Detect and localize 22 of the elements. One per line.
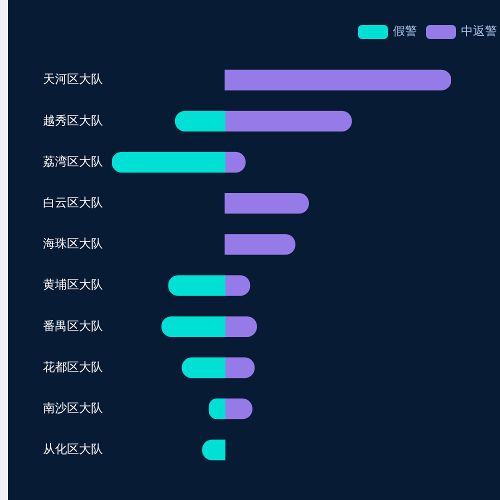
bar: [224, 234, 296, 255]
y-tick-label: 越秀区大队: [43, 113, 103, 128]
bar: [224, 316, 257, 337]
bar: [112, 152, 226, 173]
bar: [224, 70, 451, 90]
legend-label: 中返警: [461, 24, 497, 38]
y-tick-label: 白云区大队: [43, 195, 103, 210]
bar: [224, 110, 352, 132]
bar: [168, 275, 226, 296]
legend-label: 假警: [393, 24, 417, 38]
bar: [224, 193, 309, 214]
y-tick-label: 南沙区大队: [43, 400, 103, 415]
y-tick-label: 海珠区大队: [43, 236, 103, 251]
y-tick-label: 黄埔区大队: [43, 278, 103, 292]
y-tick-label: 荔湾区大队: [43, 154, 103, 168]
bar: [174, 110, 226, 132]
bar: [182, 357, 226, 378]
y-tick-label: 天河区大队: [43, 72, 103, 86]
y-tick-label: 从化区大队: [43, 442, 103, 456]
y-tick-label: 花都区大队: [43, 360, 103, 374]
y-tick-label: 番禺区大队: [43, 318, 103, 333]
bar: [161, 316, 226, 337]
